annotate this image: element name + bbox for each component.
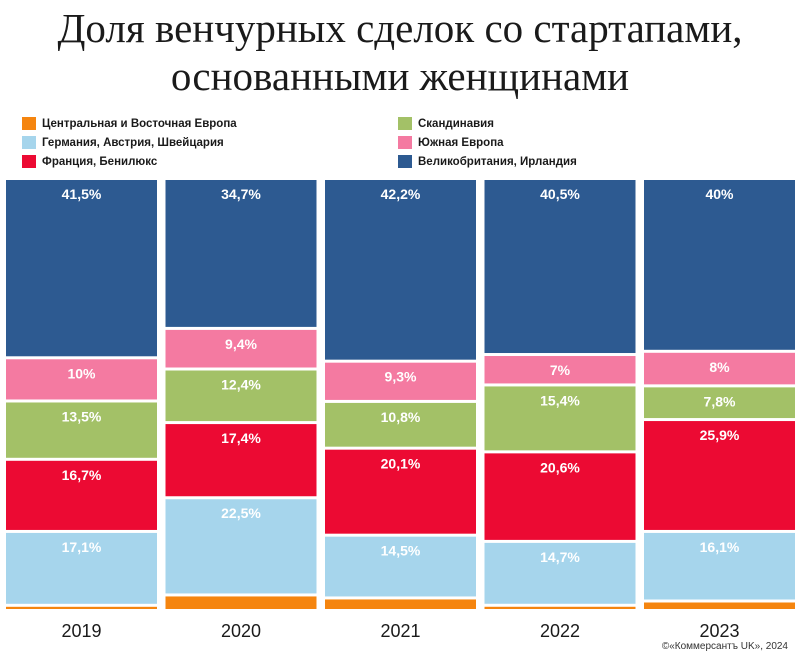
chart-title: Доля венчурных сделок со стартапами, осн… [0, 4, 800, 100]
chart-title-line-2: основанными женщинами [170, 53, 630, 99]
bar-segment [484, 606, 636, 609]
data-label: 16,7% [62, 467, 102, 483]
data-label: 40% [705, 186, 734, 202]
copyright-credit: ©«Коммерсантъ UK», 2024 [661, 641, 788, 652]
legend-label: Франция, Бенилюкс [42, 156, 158, 168]
bar-segment [165, 370, 317, 422]
legend-swatch [22, 117, 36, 130]
bar-segment [644, 352, 795, 385]
bar-segment [165, 424, 317, 497]
bar-segment [644, 180, 795, 350]
bar-segment [6, 359, 157, 400]
bar-segment [6, 402, 157, 458]
legend-label: Южная Европа [418, 137, 504, 149]
data-label: 42,2% [381, 186, 421, 202]
legend-label: Великобритания, Ирландия [418, 156, 577, 168]
bar-segment [325, 362, 476, 400]
data-label: 10% [67, 365, 96, 381]
bar-segment [6, 180, 157, 357]
data-label: 17,1% [62, 539, 102, 555]
data-label: 7,8% [704, 393, 736, 409]
bar-segment [165, 596, 317, 609]
bar-segment [644, 387, 795, 419]
bar-segment [325, 599, 476, 609]
data-label: 14,7% [540, 549, 580, 565]
bar-segment [325, 402, 476, 447]
bar-segment [644, 532, 795, 600]
data-label: 22,5% [221, 505, 261, 521]
legend-swatch [22, 155, 36, 168]
data-label: 14,5% [381, 543, 421, 559]
bar-segment [644, 602, 795, 609]
x-tick-label: 2023 [699, 621, 739, 641]
bar-segment [165, 180, 317, 327]
legend-label: Скандинавия [418, 118, 494, 130]
bar-segment [644, 421, 795, 530]
chart-title-line-1: Доля венчурных сделок со стартапами, [57, 5, 743, 51]
data-label: 34,7% [221, 186, 261, 202]
bar-segment [484, 180, 636, 354]
data-label: 10,8% [381, 409, 421, 425]
bar-segment [325, 180, 476, 360]
legend-swatch [398, 136, 412, 149]
bar-segment [6, 532, 157, 604]
legend-label: Центральная и Восточная Европа [42, 118, 237, 130]
data-label: 20,1% [381, 456, 421, 472]
x-tick-label: 2020 [221, 621, 261, 641]
chart-legend: Центральная и Восточная Европа Скандинави… [22, 116, 782, 174]
x-tick-label: 2019 [61, 621, 101, 641]
bar-segment [325, 536, 476, 597]
stacked-bar-chart: 17,1% 16,7% 13,5% 10% 41,5% 2019 22,5% 17,4% 12,… [6, 180, 795, 641]
legend-swatch [22, 136, 36, 149]
data-label: 7% [550, 362, 571, 378]
bar-segment [6, 460, 157, 530]
legend-label: Германия, Австрия, Швейцария [42, 137, 224, 149]
data-label: 25,9% [700, 427, 740, 443]
data-label: 15,4% [540, 392, 580, 408]
data-label: 8% [709, 359, 730, 375]
data-label: 40,5% [540, 186, 580, 202]
bar-segment [165, 329, 317, 368]
data-label: 20,6% [540, 459, 580, 475]
legend-swatch [398, 155, 412, 168]
data-label: 9,3% [385, 369, 417, 385]
data-label: 12,4% [221, 377, 261, 393]
bar-segment [6, 606, 157, 609]
legend-swatch [398, 117, 412, 130]
bar-segment [484, 356, 636, 384]
bar-segment [484, 542, 636, 604]
data-label: 16,1% [700, 539, 740, 555]
data-label: 41,5% [62, 186, 102, 202]
x-tick-label: 2021 [380, 621, 420, 641]
bar-segment [325, 449, 476, 534]
bar-segment [484, 386, 636, 451]
data-label: 17,4% [221, 430, 261, 446]
data-label: 9,4% [225, 336, 257, 352]
x-tick-label: 2022 [540, 621, 580, 641]
data-label: 13,5% [62, 408, 102, 424]
bar-segment [484, 453, 636, 540]
bar-segment [165, 499, 317, 594]
